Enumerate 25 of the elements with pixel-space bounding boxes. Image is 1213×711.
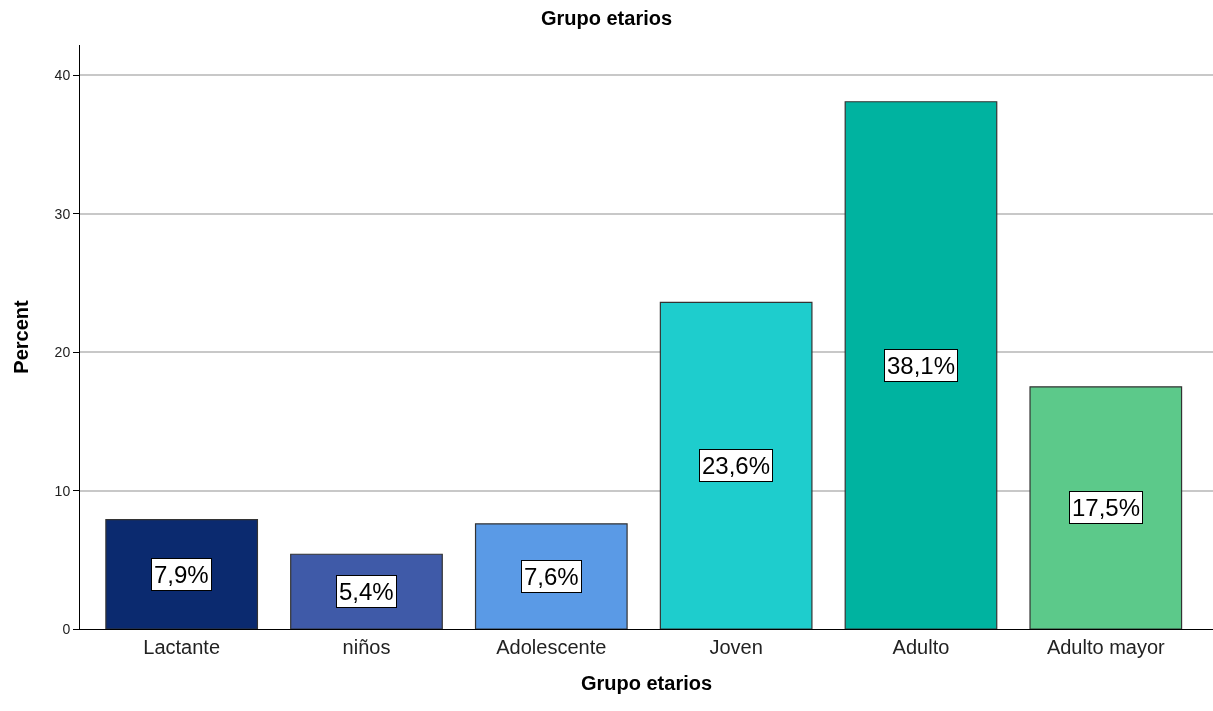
x-axis-title: Grupo etarios (580, 671, 713, 694)
data-label: 7,9% (154, 561, 209, 588)
y-tick-label: 0 (62, 620, 71, 637)
x-tick-label: Lactante (143, 636, 221, 658)
bar (474, 523, 628, 629)
x-tick-label: Joven (709, 636, 763, 658)
x-tick-label: niños (342, 636, 391, 658)
chart-title: Grupo etarios (540, 6, 673, 29)
bar (105, 519, 259, 629)
data-label: 38,1% (887, 352, 956, 379)
y-tick-label: 20 (54, 344, 71, 361)
x-tick-label: Adulto mayor (1046, 636, 1166, 658)
data-label: 7,6% (524, 563, 579, 590)
bar (1029, 386, 1183, 629)
data-label: 5,4% (339, 578, 394, 605)
y-axis-title: Percent (10, 299, 33, 374)
y-tick-label: 30 (54, 205, 71, 222)
bar (659, 301, 813, 629)
y-tick-label: 40 (54, 67, 71, 84)
y-tick-label: 10 (54, 482, 71, 499)
data-label: 23,6% (702, 452, 771, 479)
bar (844, 101, 998, 629)
x-tick-label: Adolescente (496, 636, 607, 658)
data-label: 17,5% (1072, 494, 1141, 521)
x-tick-label: Adulto (892, 636, 950, 658)
